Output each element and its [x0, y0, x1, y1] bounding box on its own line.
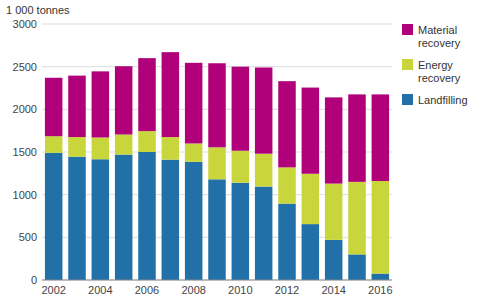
bar-segment — [68, 76, 86, 137]
bar-segment — [348, 94, 366, 181]
bar-segment — [138, 58, 156, 131]
legend-label: Materialrecovery — [418, 24, 461, 49]
bar-segment — [45, 153, 63, 280]
bar-segment — [325, 184, 343, 240]
bar-segment — [208, 63, 226, 147]
x-tick-label: 2016 — [368, 284, 392, 296]
legend-swatch — [402, 24, 413, 35]
bar-segment — [92, 137, 110, 159]
bar-segment — [255, 68, 273, 154]
x-tick-label: 2010 — [228, 284, 252, 296]
bar-segment — [372, 181, 390, 274]
bar-segment — [185, 63, 203, 144]
bar-segment — [208, 179, 226, 280]
bar-segment — [45, 136, 63, 153]
legend-swatch — [402, 94, 413, 105]
bar-segment — [348, 254, 366, 280]
bar-segment — [68, 137, 86, 157]
x-axis — [42, 280, 392, 281]
x-tick-label: 2006 — [135, 284, 159, 296]
x-tick-label: 2014 — [321, 284, 345, 296]
grid — [42, 24, 392, 280]
legend: Materialrecovery Energyrecovery Landfillin… — [402, 24, 468, 106]
bar-segment — [162, 52, 180, 137]
legend-label: Landfilling — [418, 94, 468, 106]
y-tick-label: 3000 — [13, 18, 37, 30]
bar-segment — [232, 151, 250, 183]
bar-segment — [185, 143, 203, 161]
bar-segment — [162, 160, 180, 280]
bar-segment — [302, 224, 320, 280]
bar-segment — [372, 274, 390, 280]
y-axis-label: 1 000 tonnes — [6, 4, 70, 16]
bar-segment — [302, 88, 320, 174]
bar-segment — [278, 81, 296, 167]
bar-segment — [185, 162, 203, 280]
bar-segment — [92, 71, 110, 137]
bar-segment — [302, 174, 320, 224]
y-tick-label: 1000 — [13, 189, 37, 201]
bar-segment — [115, 135, 132, 155]
legend-label: Energyrecovery — [418, 59, 461, 84]
bar-segment — [68, 157, 86, 280]
y-tick-label: 1500 — [13, 146, 37, 158]
bar-segment — [138, 152, 156, 280]
bar-segment — [325, 240, 343, 280]
x-tick-label: 2002 — [41, 284, 65, 296]
bar-segment — [208, 147, 226, 179]
y-tick-label: 0 — [31, 274, 37, 286]
bars — [45, 52, 389, 280]
grid-line — [42, 24, 392, 25]
y-tick-label: 2000 — [13, 103, 37, 115]
bar-segment — [372, 94, 390, 181]
bar-segment — [255, 154, 273, 187]
bar-segment — [162, 137, 180, 160]
bar-segment — [278, 167, 296, 203]
x-tick-label: 2008 — [181, 284, 205, 296]
bar-segment — [325, 97, 343, 183]
grid-line — [42, 280, 392, 281]
bar-segment — [232, 67, 250, 151]
x-tick-label: 2012 — [275, 284, 299, 296]
bar-segment — [232, 183, 250, 280]
bar-segment — [45, 78, 63, 136]
bar-segment — [115, 66, 132, 134]
bar-segment — [92, 159, 110, 280]
bar-segment — [278, 204, 296, 280]
x-tick-label: 2004 — [88, 284, 112, 296]
bar-segment — [348, 182, 366, 255]
y-tick-label: 500 — [19, 231, 37, 243]
bar-segment — [115, 155, 132, 280]
legend-swatch — [402, 59, 413, 70]
chart: 0 500 1000 1500 2000 2500 3000 2002 2004 2006 2008… — [0, 0, 491, 302]
bar-segment — [255, 187, 273, 280]
bar-segment — [138, 131, 156, 152]
y-tick-label: 2500 — [13, 61, 37, 73]
